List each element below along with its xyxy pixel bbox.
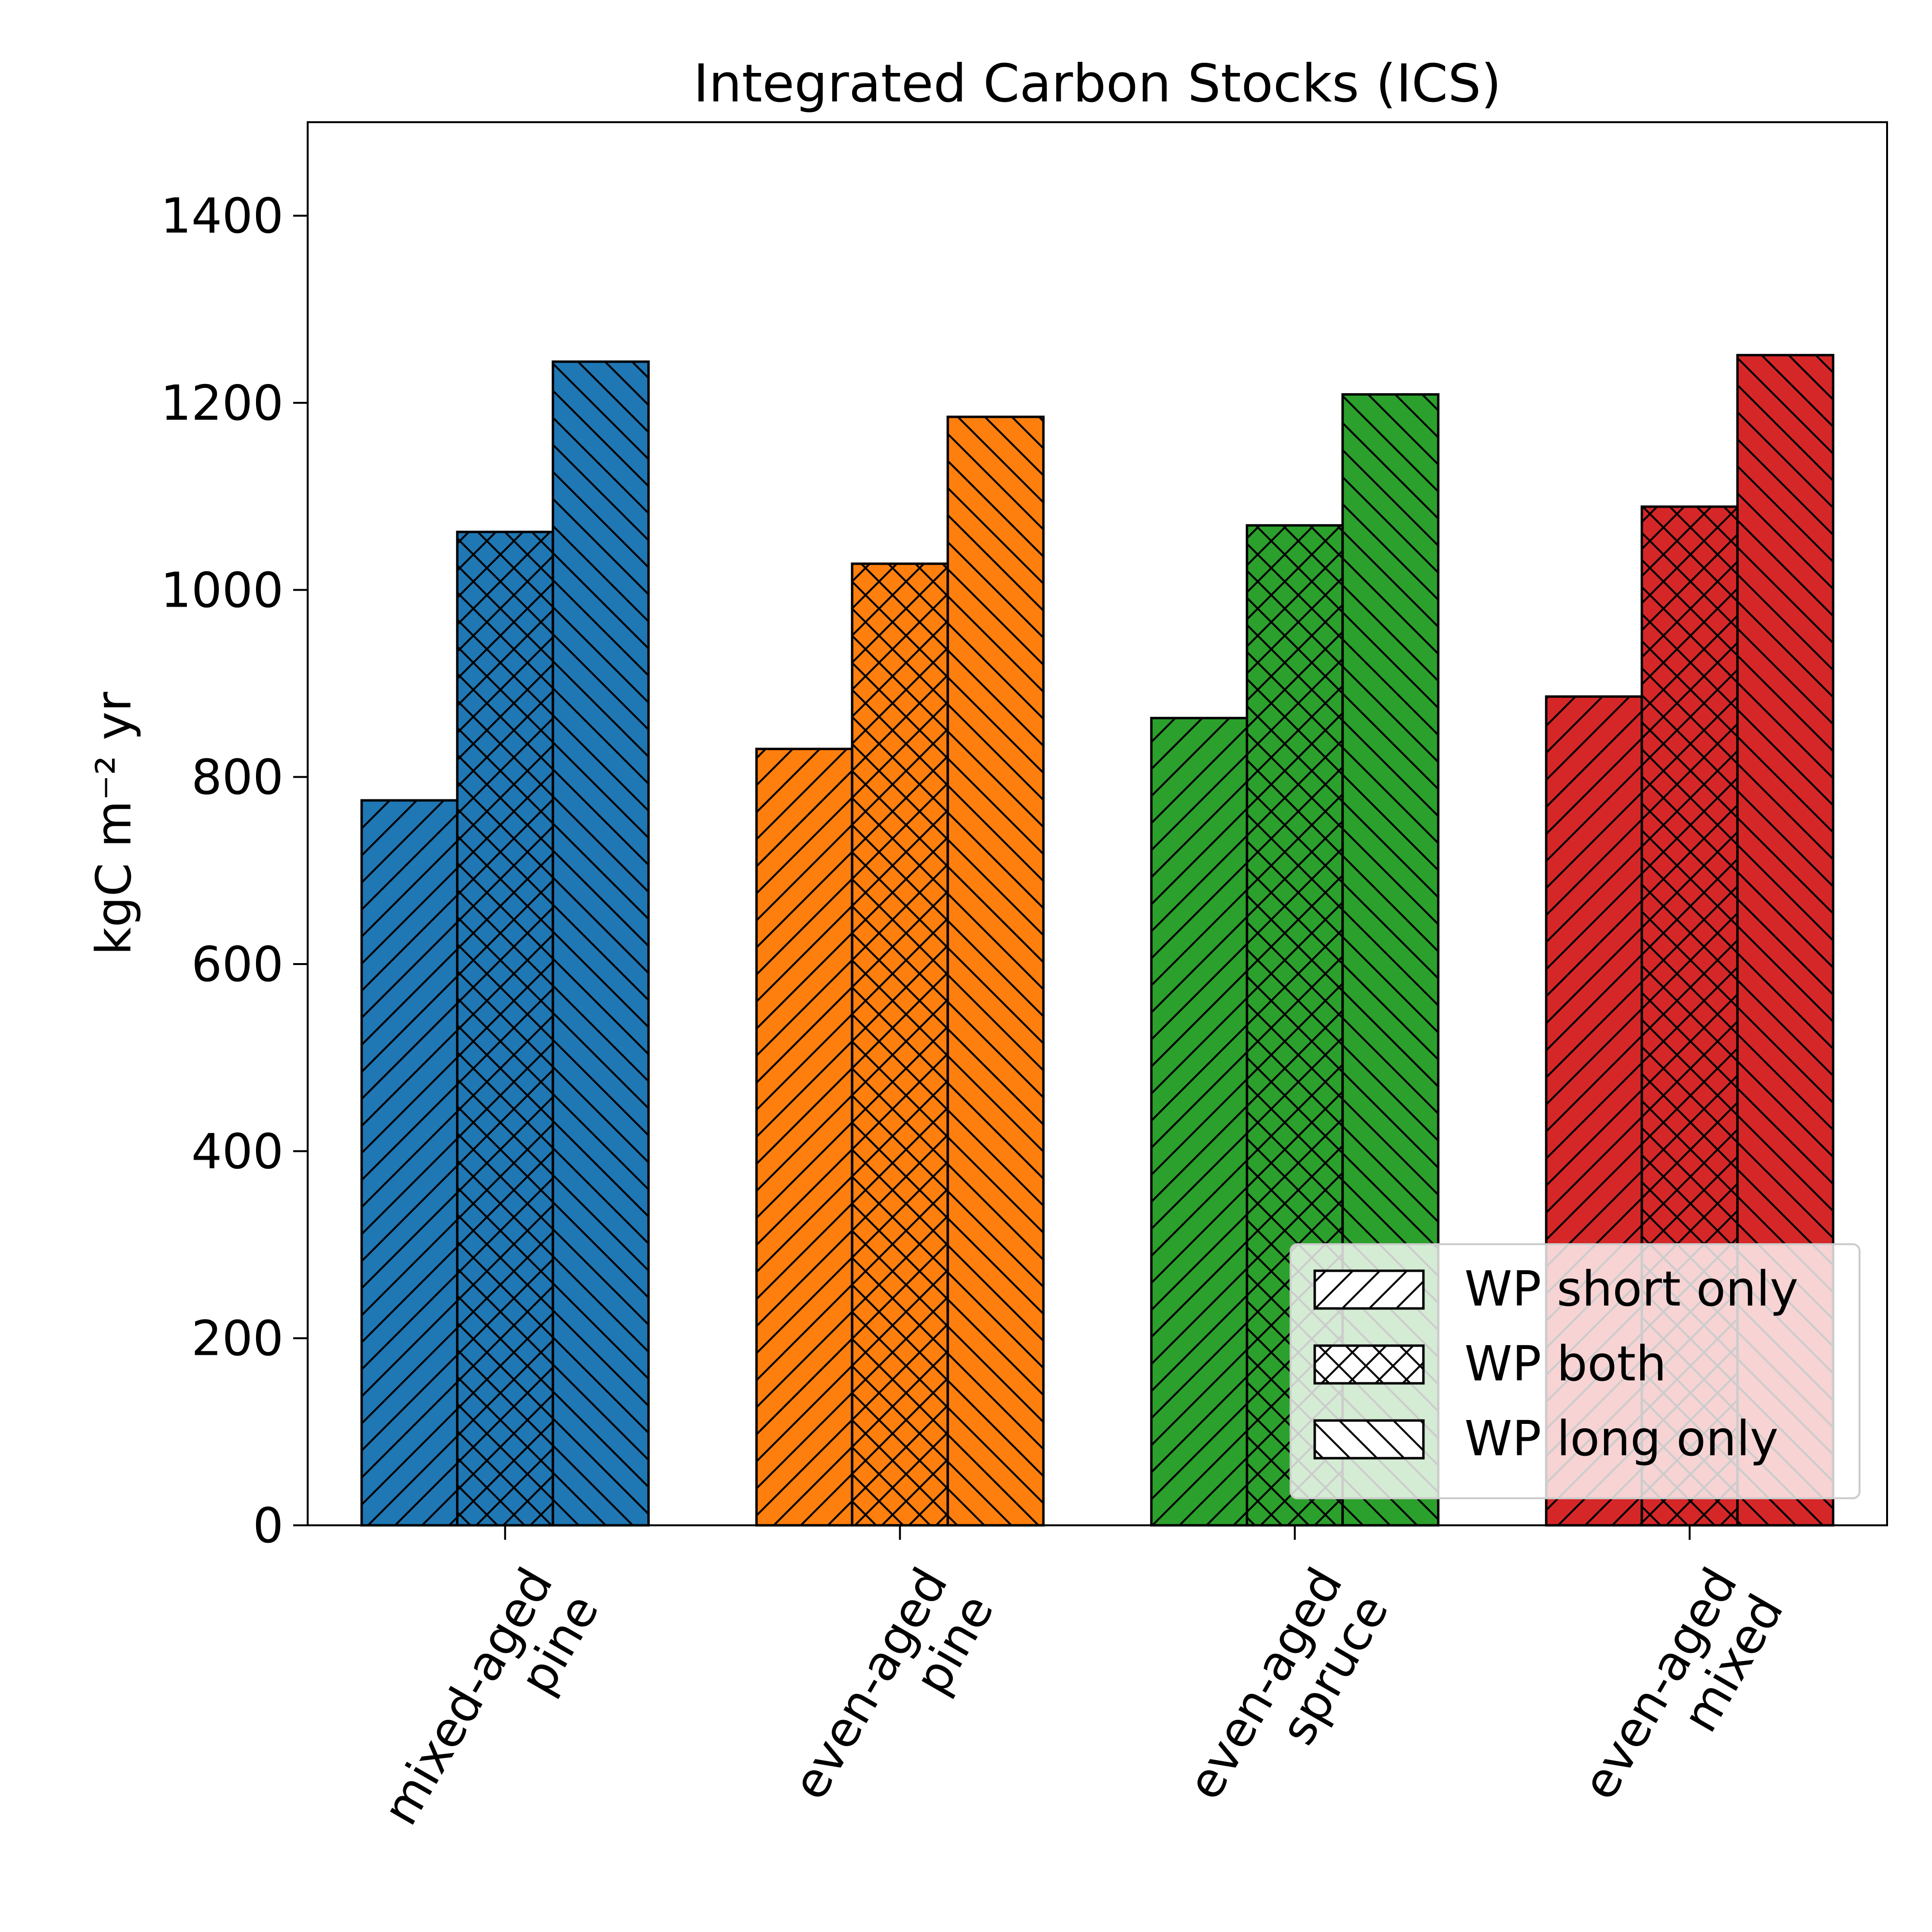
bar-hatch	[360, 799, 459, 1527]
legend-item: WP both	[1313, 1335, 1666, 1392]
x-tick-label-line: mixed-aged	[372, 1559, 564, 1834]
bar	[552, 360, 650, 1527]
legend-box	[1290, 1243, 1861, 1499]
legend-item: WP short only	[1313, 1261, 1798, 1317]
y-tick-label: 400	[191, 1123, 284, 1179]
legend-label: WP both	[1464, 1335, 1666, 1392]
plot-frame	[307, 121, 1888, 1526]
legend-label: WP long only	[1464, 1410, 1778, 1467]
legend: WP short only WP both WP long only	[1290, 1243, 1861, 1499]
legend-swatch	[1313, 1269, 1425, 1310]
y-tick-label: 1400	[161, 188, 284, 244]
legend-item: WP long only	[1313, 1410, 1778, 1467]
bar-hatch	[552, 360, 650, 1527]
bar	[1150, 717, 1249, 1527]
bar-hatch	[1150, 717, 1249, 1527]
y-tick-label: 1200	[161, 375, 284, 431]
bar	[946, 415, 1045, 1527]
bar	[755, 748, 853, 1527]
bar-hatch	[456, 530, 554, 1527]
bar-hatch	[946, 415, 1045, 1527]
bar	[360, 799, 459, 1527]
chart-title: Integrated Carbon Stocks (ICS)	[694, 54, 1502, 114]
y-tick-label: 200	[191, 1310, 284, 1367]
y-tick-label: 0	[253, 1497, 284, 1554]
bar-hatch	[755, 748, 853, 1527]
y-axis-label: kgC m⁻² yr	[85, 691, 142, 955]
bar-hatch	[851, 562, 949, 1527]
legend-label: WP short only	[1464, 1261, 1798, 1317]
bar	[456, 530, 554, 1527]
legend-swatch	[1313, 1419, 1425, 1460]
y-tick-label: 1000	[161, 562, 284, 618]
legend-swatch	[1313, 1344, 1425, 1385]
bar	[851, 562, 949, 1527]
y-axis: 0 200 400 600 800 1000 1200 1400	[161, 188, 308, 1554]
y-tick-label: 600	[191, 936, 284, 993]
y-tick-label: 800	[191, 749, 284, 806]
